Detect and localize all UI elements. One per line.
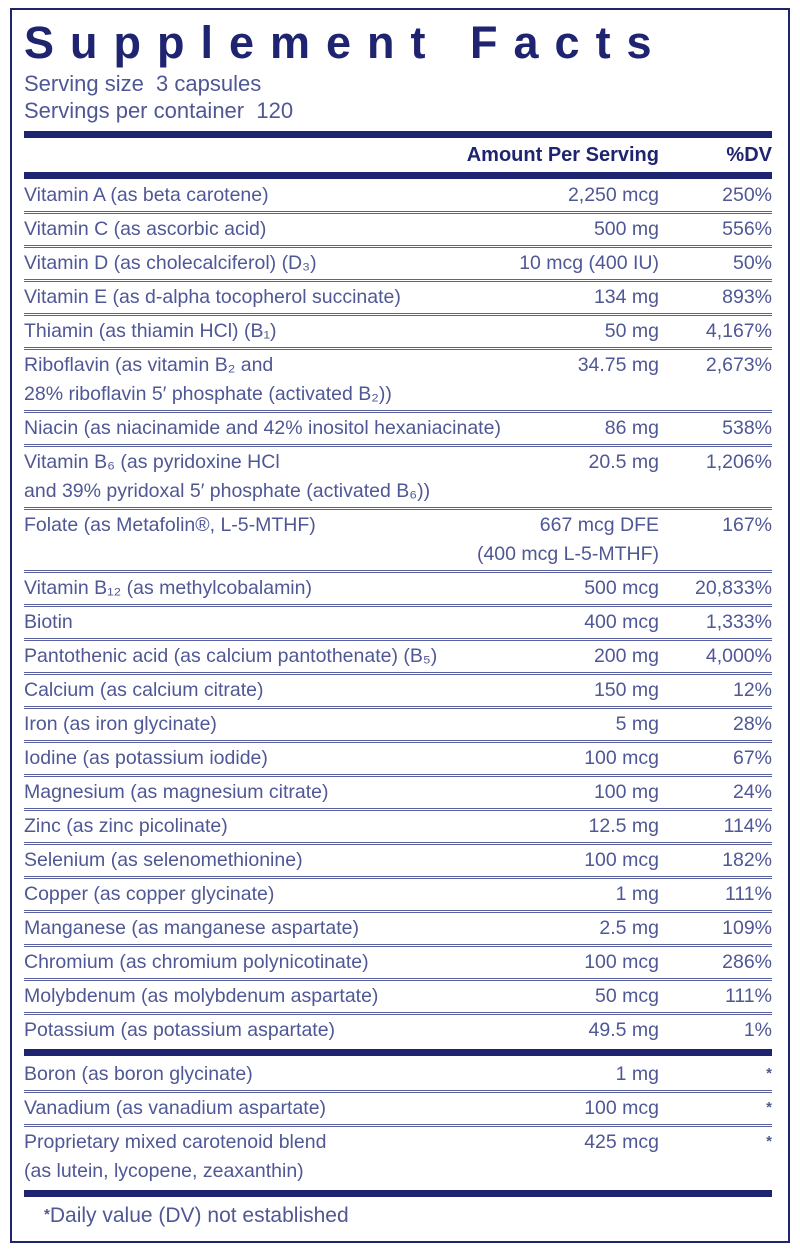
row-divider (24, 808, 772, 811)
amount-line2: (400 mcg L-5-MTHF) (476, 543, 659, 565)
nutrient-name-line2: 28% riboflavin 5′ phosphate (activated B… (24, 383, 392, 405)
amount-per-serving-header: Amount Per Serving (466, 144, 659, 166)
amount-line1: 667 mcg DFE (539, 514, 659, 536)
row-divider (24, 944, 772, 947)
dv-not-established-star: * (766, 1133, 772, 1150)
row-pantothenic-acid: Pantothenic acid (as calcium pantothenat… (24, 645, 772, 667)
row-divider (24, 245, 772, 248)
dv-not-established-star: * (766, 1099, 772, 1116)
servings-per-container-line: Servings per container 120 (24, 98, 294, 123)
row-vitamin-e: Vitamin E (as d-alpha tocopherol succina… (24, 286, 772, 308)
row-calcium: Calcium (as calcium citrate) 150 mg 12% (24, 679, 772, 701)
row-vitamin-b6: Vitamin B₆ (as pyridoxine HCl and 39% py… (24, 447, 772, 507)
column-header-row: Amount Per Serving %DV (24, 140, 772, 170)
row-divider (24, 1090, 772, 1093)
dv-header: %DV (726, 144, 772, 166)
supplement-facts-label: Supplement Facts Serving size 3 capsules… (10, 8, 790, 1243)
row-selenium: Selenium (as selenomethionine) 100 mcg 1… (24, 849, 772, 871)
row-divider (24, 410, 772, 413)
footnote-star: * (44, 1206, 50, 1223)
divider-bar-thick (24, 1049, 772, 1056)
row-vitamin-d: Vitamin D (as cholecalciferol) (D₃) 10 m… (24, 252, 772, 274)
row-vitamin-b12: Vitamin B₁₂ (as methylcobalamin) 500 mcg… (24, 577, 772, 599)
divider-bar-thick (24, 1190, 772, 1197)
row-divider (24, 1012, 772, 1015)
footnote: *Daily value (DV) not established (24, 1202, 772, 1230)
dv-not-established-star: * (766, 1065, 772, 1082)
row-divider (24, 604, 772, 607)
page-title: Supplement Facts (24, 17, 668, 68)
row-vanadium: Vanadium (as vanadium aspartate) 100 mcg… (24, 1097, 772, 1119)
nutrient-name-line1: Riboflavin (as vitamin B₂ and (24, 354, 274, 376)
row-divider (24, 347, 772, 350)
row-divider (24, 638, 772, 641)
row-divider (24, 570, 772, 573)
row-divider (24, 876, 772, 879)
nutrient-name-line1: Vitamin B₆ (as pyridoxine HCl (24, 451, 280, 473)
row-divider (24, 313, 772, 316)
row-divider (24, 706, 772, 709)
row-chromium: Chromium (as chromium polynicotinate) 10… (24, 951, 772, 973)
row-carotenoid-blend: Proprietary mixed carotenoid blend (as l… (24, 1127, 772, 1187)
divider-bar-thick (24, 131, 772, 138)
footnote-text: Daily value (DV) not established (49, 1204, 349, 1227)
row-molybdenum: Molybdenum (as molybdenum aspartate) 50 … (24, 985, 772, 1007)
row-riboflavin: Riboflavin (as vitamin B₂ and 28% ribofl… (24, 350, 772, 410)
row-niacin: Niacin (as niacinamide and 42% inositol … (24, 417, 772, 439)
row-divider (24, 910, 772, 913)
nutrient-name-line1: Proprietary mixed carotenoid blend (24, 1131, 327, 1153)
row-divider (24, 842, 772, 845)
row-iodine: Iodine (as potassium iodide) 100 mcg 67% (24, 747, 772, 769)
row-divider (24, 774, 772, 777)
row-thiamin: Thiamin (as thiamin HCl) (B₁) 50 mg 4,16… (24, 320, 772, 342)
row-divider (24, 1124, 772, 1127)
row-iron: Iron (as iron glycinate) 5 mg 28% (24, 713, 772, 735)
row-divider (24, 444, 772, 447)
row-zinc: Zinc (as zinc picolinate) 12.5 mg 114% (24, 815, 772, 837)
serving-size-line: Serving size 3 capsules (24, 71, 262, 96)
row-vitamin-c: Vitamin C (as ascorbic acid) 500 mg 556% (24, 218, 772, 240)
row-biotin: Biotin 400 mcg 1,333% (24, 611, 772, 633)
row-divider (24, 740, 772, 743)
row-boron: Boron (as boron glycinate) 1 mg * (24, 1063, 772, 1085)
row-divider (24, 507, 772, 510)
row-divider (24, 672, 772, 675)
nutrient-name-line2: (as lutein, lycopene, zeaxanthin) (24, 1160, 304, 1182)
divider-bar-thick (24, 172, 772, 179)
row-divider (24, 978, 772, 981)
row-folate: Folate (as Metafolin®, L-5-MTHF) 667 mcg… (24, 510, 772, 570)
nutrient-name-line2: and 39% pyridoxal 5′ phosphate (activate… (24, 480, 431, 502)
row-divider (24, 279, 772, 282)
row-potassium: Potassium (as potassium aspartate) 49.5 … (24, 1019, 772, 1041)
row-copper: Copper (as copper glycinate) 1 mg 111% (24, 883, 772, 905)
row-divider (24, 211, 772, 214)
row-manganese: Manganese (as manganese aspartate) 2.5 m… (24, 917, 772, 939)
row-magnesium: Magnesium (as magnesium citrate) 100 mg … (24, 781, 772, 803)
row-vitamin-a: Vitamin A (as beta carotene) 2,250 mcg 2… (24, 184, 772, 206)
